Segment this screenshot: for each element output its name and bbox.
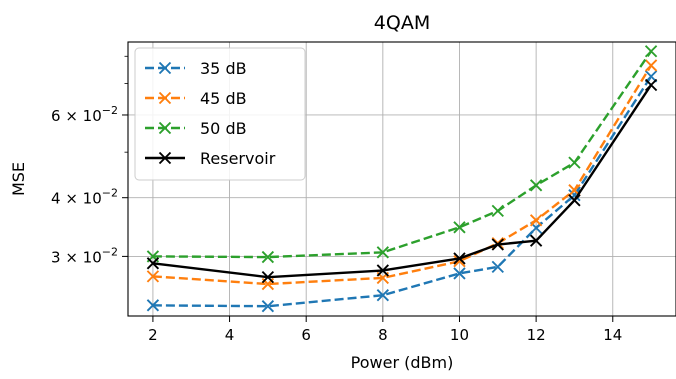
series-50-db bbox=[146, 45, 658, 264]
data-point-marker bbox=[146, 257, 160, 270]
y-tick-label: 6 × 10−2 bbox=[51, 104, 118, 125]
y-tick-mantissa: 4 × 10 bbox=[51, 190, 102, 208]
series-line bbox=[152, 75, 653, 308]
legend-label: 45 dB bbox=[200, 89, 247, 108]
legend-label: 50 dB bbox=[200, 119, 247, 138]
data-point-marker bbox=[529, 214, 543, 227]
legend-item: 35 dB bbox=[145, 59, 247, 78]
x-tick-label: 10 bbox=[450, 326, 469, 344]
y-tick-exponent: −2 bbox=[102, 245, 118, 258]
data-point-marker bbox=[453, 252, 466, 265]
legend-marker bbox=[158, 121, 172, 135]
data-point-marker bbox=[376, 246, 390, 259]
plot-area-frame bbox=[127, 41, 676, 317]
x-tick-label: 2 bbox=[148, 326, 158, 344]
data-point-marker bbox=[146, 270, 160, 283]
legend-marker bbox=[158, 151, 172, 165]
x-tick-label: 8 bbox=[378, 326, 388, 344]
x-axis-label: Power (dBm) bbox=[351, 353, 454, 372]
data-point-marker bbox=[453, 267, 466, 280]
data-point-marker bbox=[261, 270, 275, 284]
y-tick-exponent: −2 bbox=[102, 104, 118, 117]
legend-marker bbox=[158, 61, 172, 75]
data-point-marker bbox=[568, 188, 581, 202]
data-point-marker bbox=[261, 300, 275, 313]
data-point-marker bbox=[146, 299, 160, 312]
legend-box bbox=[134, 47, 306, 181]
x-tick-label: 12 bbox=[527, 326, 546, 344]
data-point-marker bbox=[644, 59, 658, 72]
y-tick-exponent: −2 bbox=[102, 187, 118, 200]
x-tick-label: 6 bbox=[301, 326, 311, 344]
data-point-marker bbox=[491, 204, 504, 218]
data-point-marker bbox=[491, 260, 504, 274]
series-line bbox=[152, 84, 653, 279]
data-point-marker bbox=[568, 156, 581, 169]
y-axis-label: MSE bbox=[9, 162, 28, 196]
series-layer bbox=[146, 45, 658, 313]
legend: 35 dB 45 dB 50 dB Reservoir bbox=[134, 47, 306, 181]
legend-item: Reservoir bbox=[145, 149, 276, 168]
data-point-marker bbox=[568, 194, 581, 207]
series-reservoir bbox=[146, 78, 658, 284]
axis-ticks: 2 4 6 8 10 12 143 × 10−24 × 10−26 × 10−2 bbox=[51, 55, 622, 344]
data-point-marker bbox=[644, 78, 658, 92]
legend-label: Reservoir bbox=[200, 149, 276, 168]
data-point-marker bbox=[644, 45, 658, 58]
y-tick-label: 4 × 10−2 bbox=[51, 187, 118, 208]
x-tick-label: 4 bbox=[225, 326, 235, 344]
data-point-marker bbox=[529, 179, 543, 192]
x-tick-label: 14 bbox=[603, 326, 622, 344]
y-tick-label: 3 × 10−2 bbox=[51, 245, 118, 266]
series-line bbox=[152, 50, 653, 259]
legend-marker bbox=[158, 91, 172, 105]
legend-label: 35 dB bbox=[200, 59, 247, 78]
data-point-marker bbox=[529, 234, 543, 247]
data-point-marker bbox=[376, 289, 390, 302]
data-point-marker bbox=[261, 250, 275, 264]
y-tick-mantissa: 6 × 10 bbox=[51, 107, 102, 125]
legend-item: 45 dB bbox=[145, 89, 247, 108]
data-point-marker bbox=[376, 264, 390, 277]
data-point-marker bbox=[453, 221, 466, 234]
y-tick-mantissa: 3 × 10 bbox=[51, 248, 102, 266]
chart-title: 4QAM bbox=[374, 12, 430, 34]
legend-item: 50 dB bbox=[145, 119, 247, 138]
data-point-marker bbox=[491, 238, 504, 251]
